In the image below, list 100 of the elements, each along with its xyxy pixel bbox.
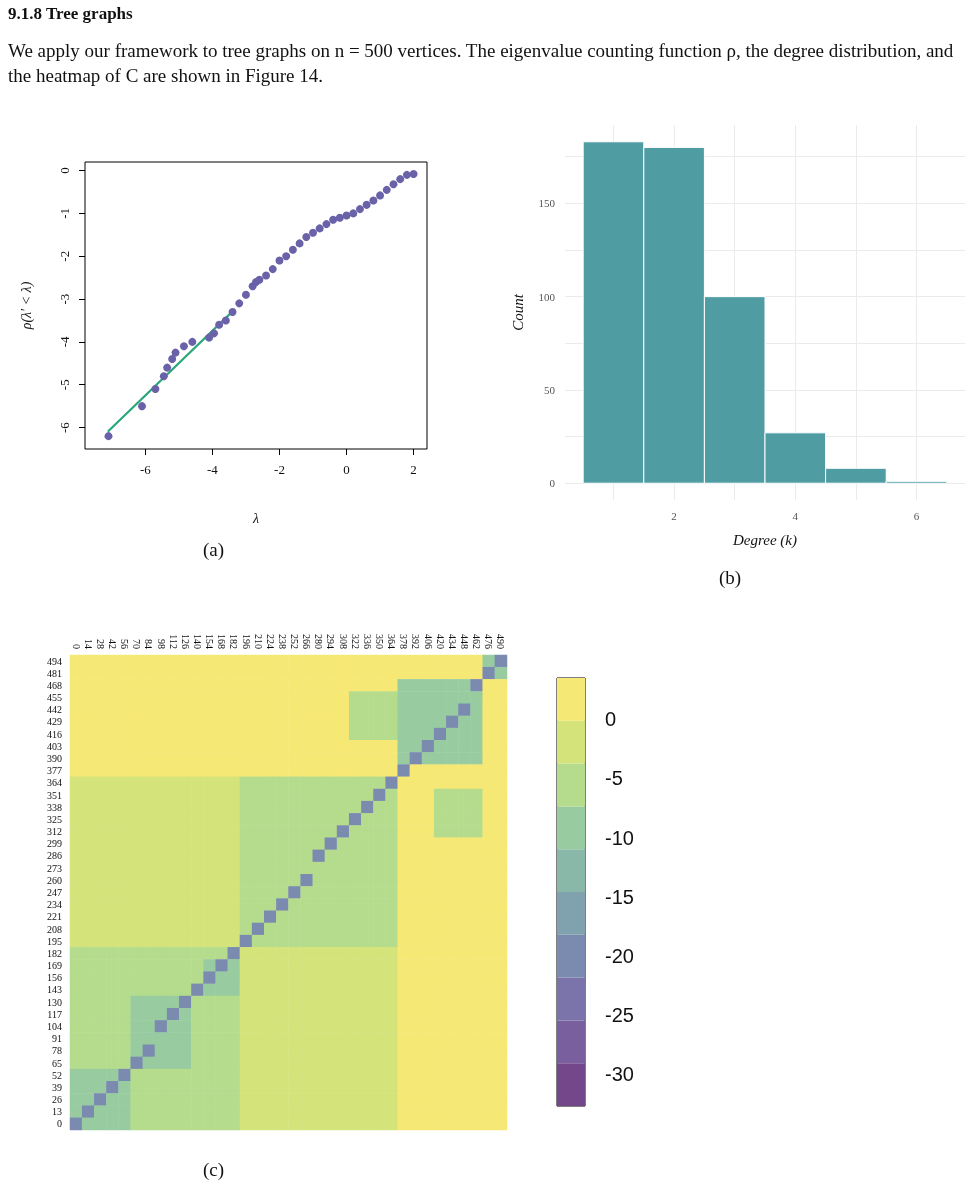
point (179, 342, 188, 351)
x-tick-label: -4 (206, 462, 219, 477)
color-bar-label: -25 (605, 1003, 634, 1026)
y-tick-label: 403 (47, 740, 62, 752)
x-tick-label: 126 (179, 634, 191, 649)
x-tick-label: -2 (274, 462, 285, 477)
point (362, 200, 371, 209)
point (159, 372, 168, 381)
y-tick-label: 78 (52, 1045, 62, 1057)
color-bar-label: -5 (605, 767, 623, 790)
y-tick-label: -2 (57, 250, 72, 262)
y-tick-label: 286 (47, 850, 62, 862)
x-tick-label: 420 (434, 634, 446, 649)
point (221, 316, 230, 325)
y-tick-label: 0 (549, 477, 556, 490)
x-tick-label: 2 (671, 509, 677, 522)
y-tick-label: -3 (57, 293, 72, 305)
x-tick-label: 448 (459, 634, 471, 649)
chart-title: 9.1.8 Tree graphs (8, 4, 133, 24)
point (275, 256, 284, 265)
y-tick-label: 377 (47, 765, 62, 777)
point (376, 191, 385, 200)
y-tick-label: 455 (47, 692, 62, 704)
y-tick-label: 52 (52, 1069, 62, 1081)
y-tick-label: 130 (47, 996, 62, 1008)
point (402, 170, 411, 179)
y-tick-label: 26 (52, 1094, 62, 1106)
y-tick-label: 260 (47, 874, 62, 886)
x-tick-label: 84 (143, 639, 155, 649)
y-tick-label: 429 (47, 716, 62, 728)
x-tick-label: 308 (337, 634, 349, 649)
point (138, 402, 146, 411)
x-tick-label: 336 (361, 634, 373, 649)
y-tick-label: 481 (47, 667, 62, 679)
point (215, 320, 224, 329)
point (322, 220, 331, 229)
x-tick-label: 280 (313, 634, 325, 649)
x-tick-label: 322 (349, 634, 361, 649)
text: We apply our framework to tree graphs on n = 500 vertices. The eigenvalue counting function ρ, the degree distribution, and the heatmap of C are shown in Figure 14. (8, 39, 955, 88)
point (335, 213, 344, 222)
point (295, 239, 304, 248)
y-tick-label: 234 (47, 899, 62, 911)
x-tick-label: 210 (252, 634, 264, 649)
y-tick-label: 247 (47, 887, 62, 898)
x-tick-label: 252 (289, 634, 301, 649)
x-tick-label: 168 (216, 634, 228, 649)
x-tick-label: 392 (410, 634, 422, 649)
point (329, 215, 338, 224)
point (409, 170, 418, 178)
point (188, 337, 197, 346)
text: (b) (719, 567, 742, 589)
point (262, 271, 271, 280)
y-tick-label: 104 (47, 1020, 62, 1032)
y-tick-label: -5 (57, 379, 72, 391)
y-tick-label: 117 (47, 1008, 62, 1020)
x-tick-label: 98 (155, 639, 167, 649)
point (104, 432, 113, 441)
point (315, 224, 324, 233)
x-tick-label: 42 (106, 639, 118, 649)
y-tick-label: 65 (52, 1057, 62, 1069)
y-tick-label: 351 (47, 789, 62, 801)
x-tick-label: 6 (913, 509, 920, 522)
y-tick-label: 91 (52, 1033, 62, 1045)
y-tick-label: 312 (47, 826, 62, 838)
x-tick-label: 476 (483, 634, 495, 649)
x-tick-label: 0 (343, 462, 350, 477)
point (389, 180, 398, 189)
x-tick-label: 182 (228, 634, 240, 649)
x-tick-label: 28 (94, 639, 106, 649)
y-tick-label: 494 (47, 655, 62, 667)
y-tick-label: 364 (47, 777, 62, 789)
y-tick-label: 221 (47, 911, 62, 923)
x-tick-label: 238 (276, 634, 288, 649)
y-tick-label: 195 (47, 935, 62, 947)
y-tick-label: 0 (57, 167, 72, 174)
point (255, 275, 264, 284)
x-tick-label: 294 (325, 634, 337, 649)
y-tick-label: 338 (47, 801, 62, 813)
point (205, 333, 214, 342)
y-tick-label: 442 (47, 704, 62, 716)
color-bar-label: -30 (605, 1063, 634, 1086)
y-tick-label: 39 (52, 1081, 62, 1093)
point (282, 252, 291, 261)
x-tick-label: 4 (792, 509, 799, 522)
text: (c) (203, 1159, 225, 1181)
x-tick-label: 140 (191, 634, 203, 649)
y-tick-label: 273 (47, 862, 62, 874)
color-bar-label: -20 (605, 944, 634, 967)
y-tick-label: 390 (47, 753, 62, 765)
point (396, 175, 405, 184)
color-bar-label: -10 (605, 826, 634, 849)
point (369, 196, 378, 205)
point (163, 363, 172, 372)
x-tick-label: 266 (301, 634, 313, 649)
color-bar-label: -15 (605, 885, 634, 908)
x-axis-title: Degree (k) (732, 531, 797, 549)
y-tick-label: 169 (47, 960, 62, 972)
x-tick-label: 378 (398, 634, 410, 649)
point (302, 232, 311, 241)
y-tick-label: 182 (47, 947, 62, 959)
